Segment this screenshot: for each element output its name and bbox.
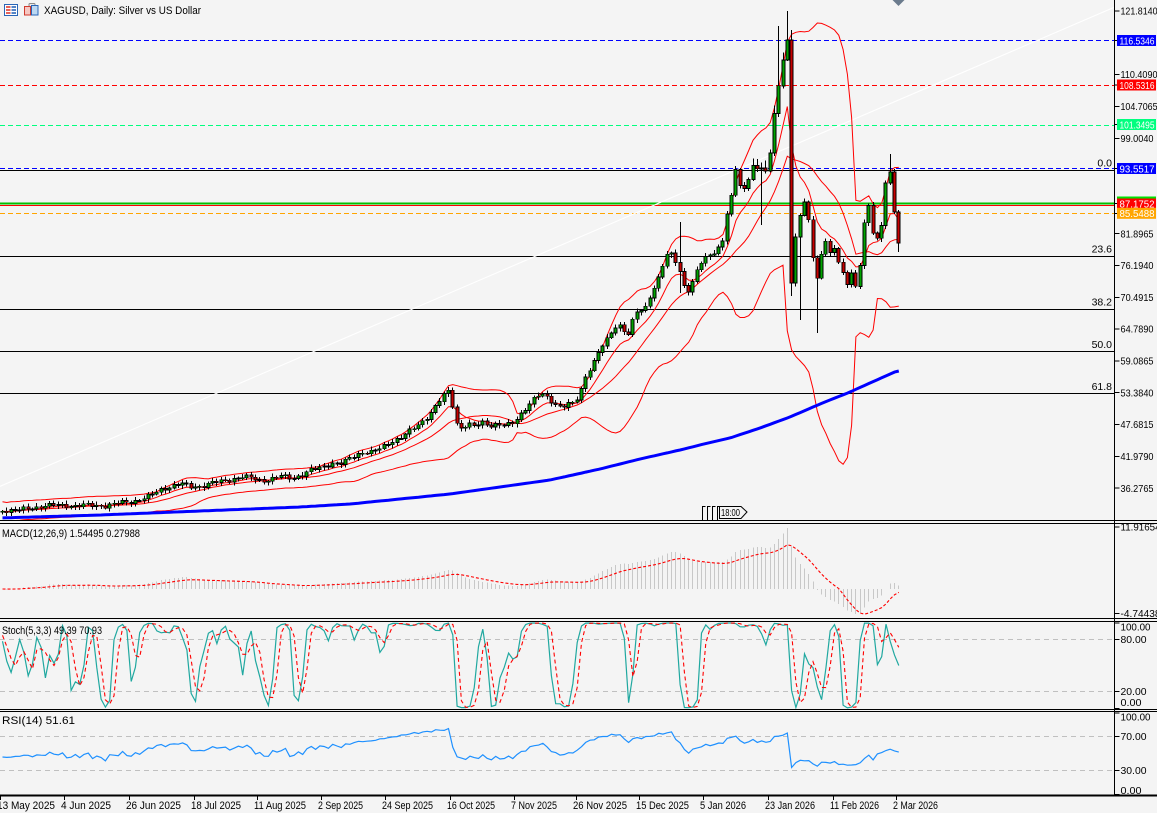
svg-text:30.00: 30.00 [1121,765,1147,777]
svg-text:Stoch(5,3,3) 49.39 70.93: Stoch(5,3,3) 49.39 70.93 [2,625,102,637]
svg-text:80.00: 80.00 [1121,634,1147,646]
svg-text:121.8140: 121.8140 [1121,6,1157,18]
svg-text:16 Oct 2025: 16 Oct 2025 [447,800,495,812]
svg-text:13 May 2025: 13 May 2025 [0,800,55,812]
svg-text:53.3840: 53.3840 [1121,387,1154,399]
svg-text:64.7890: 64.7890 [1121,324,1154,336]
svg-text:70.4915: 70.4915 [1121,292,1154,304]
svg-text:26 Nov 2025: 26 Nov 2025 [573,800,627,812]
svg-text:23.6: 23.6 [1092,244,1113,256]
svg-text:0.00: 0.00 [1121,697,1142,709]
svg-text:2 Sep 2025: 2 Sep 2025 [318,800,363,812]
svg-text:15 Dec 2025: 15 Dec 2025 [636,800,689,812]
svg-text:23 Jan 2026: 23 Jan 2026 [765,800,815,812]
svg-text:18:00: 18:00 [721,508,740,519]
svg-text:110.4090: 110.4090 [1121,69,1157,81]
svg-text:11 Aug 2025: 11 Aug 2025 [254,800,306,812]
svg-text:5 Jan 2026: 5 Jan 2026 [700,800,746,812]
svg-text:4 Jun 2025: 4 Jun 2025 [61,800,111,812]
svg-text:2 Mar 2026: 2 Mar 2026 [893,800,938,812]
svg-text:116.5346: 116.5346 [1120,35,1155,47]
svg-text:85.5488: 85.5488 [1120,208,1155,220]
svg-text:41.9790: 41.9790 [1121,451,1154,463]
svg-text:0.00: 0.00 [1121,785,1142,797]
svg-text:RSI(14) 51.61: RSI(14) 51.61 [2,715,75,727]
svg-text:104.7065: 104.7065 [1121,101,1157,113]
svg-text:26 Jun 2025: 26 Jun 2025 [126,800,181,812]
svg-text:24 Sep 2025: 24 Sep 2025 [382,800,433,812]
svg-text:7 Nov 2025: 7 Nov 2025 [511,800,557,812]
svg-text:100.00: 100.00 [1121,622,1151,634]
svg-text:59.0865: 59.0865 [1121,356,1154,368]
svg-text:36.2765: 36.2765 [1121,483,1154,495]
svg-text:18 Jul 2025: 18 Jul 2025 [191,800,241,812]
svg-text:50.0: 50.0 [1092,339,1113,351]
svg-text:93.5517: 93.5517 [1120,163,1155,175]
svg-text:100.00: 100.00 [1121,711,1151,723]
svg-text:81.8965: 81.8965 [1121,228,1154,240]
svg-text:11 Feb 2026: 11 Feb 2026 [830,800,879,812]
svg-text:70.00: 70.00 [1121,731,1147,743]
svg-text:XAGUSD, Daily: Silver vs US D: XAGUSD, Daily: Silver vs US Dollar [44,5,201,17]
svg-text:-4.74438: -4.74438 [1121,608,1157,620]
svg-text:MACD(12,26,9) 1.54495 0.27988: MACD(12,26,9) 1.54495 0.27988 [2,528,140,540]
svg-text:101.3495: 101.3495 [1120,119,1155,131]
svg-text:20.00: 20.00 [1121,686,1147,698]
svg-text:99.0040: 99.0040 [1121,133,1154,145]
svg-text:11.91654: 11.91654 [1121,522,1157,534]
svg-text:87.1752: 87.1752 [1120,198,1155,210]
svg-text:61.8: 61.8 [1092,381,1113,393]
svg-text:76.1940: 76.1940 [1121,260,1154,272]
svg-text:0.0: 0.0 [1097,158,1112,170]
svg-text:47.6815: 47.6815 [1121,419,1154,431]
svg-text:108.5316: 108.5316 [1120,80,1155,92]
svg-text:38.2: 38.2 [1092,297,1113,309]
